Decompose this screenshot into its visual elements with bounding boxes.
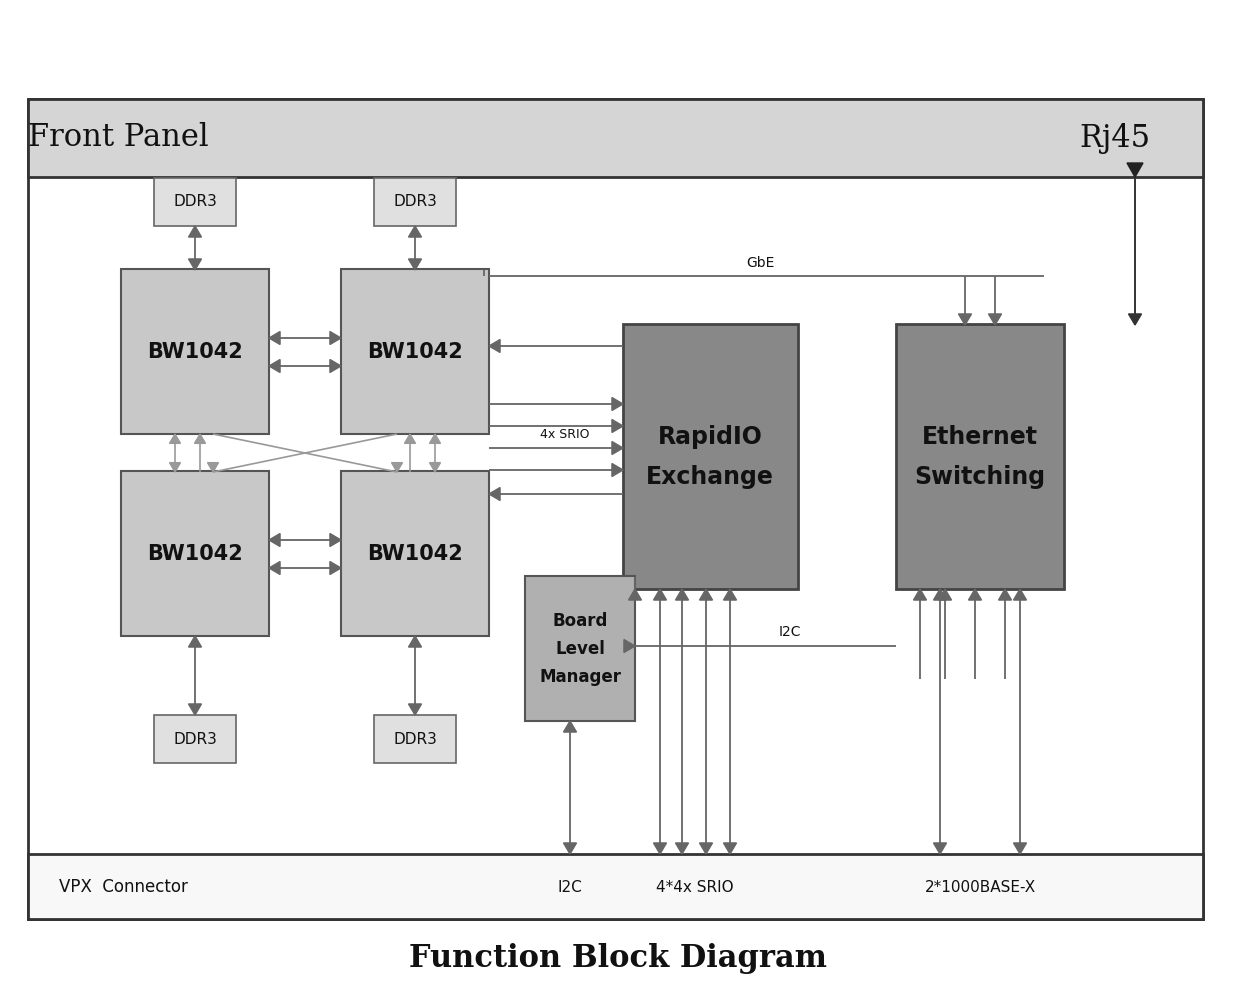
Polygon shape	[330, 562, 341, 575]
Polygon shape	[654, 843, 666, 854]
Polygon shape	[654, 589, 666, 600]
FancyBboxPatch shape	[154, 715, 236, 763]
Polygon shape	[612, 463, 623, 476]
Polygon shape	[624, 639, 635, 652]
Polygon shape	[189, 226, 201, 237]
Polygon shape	[612, 398, 623, 411]
Polygon shape	[969, 589, 981, 600]
FancyBboxPatch shape	[28, 99, 1203, 919]
Text: RapidIO: RapidIO	[658, 425, 763, 449]
Polygon shape	[429, 462, 440, 472]
Text: GbE: GbE	[745, 256, 774, 270]
Text: BW1042: BW1042	[367, 544, 462, 564]
Text: BW1042: BW1042	[367, 342, 462, 362]
FancyBboxPatch shape	[154, 178, 236, 226]
Text: BW1042: BW1042	[147, 544, 243, 564]
Polygon shape	[189, 636, 201, 647]
FancyBboxPatch shape	[525, 576, 635, 721]
Polygon shape	[208, 462, 219, 472]
Polygon shape	[429, 434, 440, 443]
Polygon shape	[169, 434, 180, 443]
Text: 4x SRIO: 4x SRIO	[540, 427, 590, 440]
Polygon shape	[612, 419, 623, 432]
Polygon shape	[989, 314, 1001, 325]
Text: DDR3: DDR3	[393, 732, 438, 746]
Text: I2C: I2C	[779, 625, 801, 639]
Polygon shape	[189, 704, 201, 715]
FancyBboxPatch shape	[28, 854, 1203, 919]
Text: Board: Board	[552, 612, 608, 630]
Text: 4*4x SRIO: 4*4x SRIO	[656, 880, 734, 895]
Text: Switching: Switching	[915, 465, 1046, 489]
FancyBboxPatch shape	[375, 178, 456, 226]
Polygon shape	[269, 332, 281, 345]
Text: Exchange: Exchange	[646, 465, 774, 489]
Text: DDR3: DDR3	[393, 195, 438, 210]
FancyBboxPatch shape	[341, 471, 489, 636]
Polygon shape	[404, 434, 415, 443]
Polygon shape	[612, 441, 623, 454]
Text: BW1042: BW1042	[147, 342, 243, 362]
Polygon shape	[330, 360, 341, 373]
Polygon shape	[676, 843, 688, 854]
Polygon shape	[269, 562, 281, 575]
Polygon shape	[409, 226, 421, 237]
FancyBboxPatch shape	[375, 715, 456, 763]
Polygon shape	[933, 843, 947, 854]
Polygon shape	[700, 843, 712, 854]
Polygon shape	[489, 487, 501, 501]
Text: Manager: Manager	[539, 668, 620, 686]
Polygon shape	[169, 462, 180, 472]
Text: Ethernet: Ethernet	[922, 425, 1038, 449]
Polygon shape	[189, 259, 201, 270]
FancyBboxPatch shape	[121, 471, 269, 636]
Polygon shape	[409, 259, 421, 270]
Text: Function Block Diagram: Function Block Diagram	[409, 943, 827, 974]
Text: VPX  Connector: VPX Connector	[58, 878, 188, 896]
Polygon shape	[723, 843, 737, 854]
Polygon shape	[999, 589, 1011, 600]
Polygon shape	[628, 589, 641, 600]
FancyBboxPatch shape	[341, 269, 489, 434]
Text: 2*1000BASE-X: 2*1000BASE-X	[925, 880, 1036, 895]
FancyBboxPatch shape	[121, 269, 269, 434]
Polygon shape	[564, 721, 576, 732]
Polygon shape	[564, 843, 576, 854]
Polygon shape	[723, 589, 737, 600]
FancyBboxPatch shape	[28, 99, 1203, 177]
FancyBboxPatch shape	[896, 324, 1064, 589]
Polygon shape	[392, 462, 403, 472]
Polygon shape	[409, 636, 421, 647]
Polygon shape	[1127, 163, 1143, 177]
Polygon shape	[1014, 589, 1027, 600]
Text: DDR3: DDR3	[173, 732, 218, 746]
Polygon shape	[913, 589, 927, 600]
Polygon shape	[269, 534, 281, 547]
Polygon shape	[194, 434, 205, 443]
FancyBboxPatch shape	[623, 324, 798, 589]
Polygon shape	[933, 589, 947, 600]
Polygon shape	[938, 589, 952, 600]
Text: Level: Level	[555, 640, 604, 658]
Polygon shape	[700, 589, 712, 600]
Polygon shape	[489, 340, 501, 353]
Polygon shape	[269, 360, 281, 373]
Text: Rj45: Rj45	[1079, 122, 1151, 153]
Polygon shape	[1014, 843, 1027, 854]
Text: DDR3: DDR3	[173, 195, 218, 210]
Text: Front Panel: Front Panel	[27, 122, 209, 153]
Polygon shape	[676, 589, 688, 600]
Polygon shape	[958, 314, 971, 325]
Polygon shape	[330, 534, 341, 547]
Text: I2C: I2C	[557, 880, 582, 895]
Polygon shape	[409, 704, 421, 715]
Polygon shape	[1128, 314, 1142, 325]
Polygon shape	[330, 332, 341, 345]
